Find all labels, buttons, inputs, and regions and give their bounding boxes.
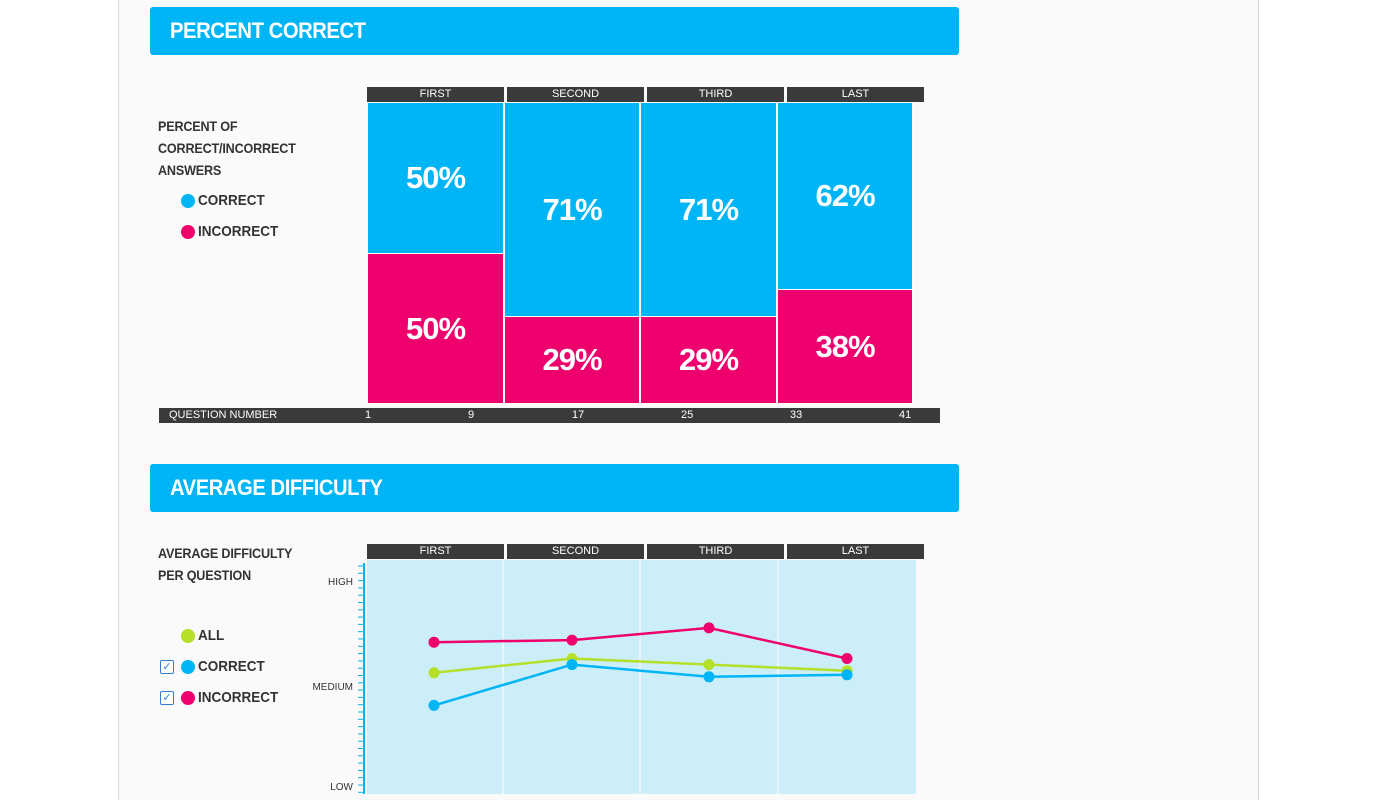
legend-all-label: ALL (198, 627, 225, 644)
quarter-header: SECOND (507, 87, 644, 102)
legend-title-line: ANSWERS (158, 162, 222, 178)
incorrect-bar-segment: 29% (505, 316, 640, 403)
question-tick: 9 (468, 409, 475, 421)
correct-data-point (703, 671, 715, 683)
incorrect-checkbox[interactable]: ✓ (160, 691, 174, 705)
correct-data-point (566, 659, 578, 671)
incorrect-bar-segment: 50% (368, 253, 504, 403)
y-tick-label: MEDIUM (312, 682, 353, 693)
correct-bar-segment: 71% (641, 103, 777, 316)
question-tick: 1 (365, 409, 372, 421)
all-data-point (703, 659, 715, 671)
y-tick-label: HIGH (328, 577, 353, 588)
correct-data-point (428, 699, 440, 711)
correct-checkbox[interactable]: ✓ (160, 660, 174, 674)
question-tick: 33 (790, 409, 803, 421)
incorrect-data-point (428, 636, 440, 648)
all-data-point (428, 667, 440, 679)
quarter-header: SECOND (507, 544, 644, 559)
correct-dot-icon (181, 194, 195, 208)
all-dot-icon (181, 629, 195, 643)
correct-series-line (433, 663, 848, 707)
percent-correct-banner: PERCENT CORRECT (150, 7, 959, 55)
average-difficulty-banner: AVERAGE DIFFICULTY (150, 464, 959, 512)
legend-incorrect-label: INCORRECT (198, 689, 279, 706)
quarter-header: THIRD (647, 87, 784, 102)
y-tick-label: LOW (330, 782, 353, 793)
legend-title-line: PERCENT OF (158, 118, 238, 134)
section-title: PERCENT CORRECT (170, 18, 366, 43)
legend-correct-label: CORRECT (198, 658, 265, 675)
incorrect-series-line (433, 626, 848, 660)
question-tick: 17 (572, 409, 585, 421)
correct-bar-segment: 62% (778, 103, 913, 289)
all-series-line (433, 657, 848, 675)
correct-data-point (841, 669, 853, 681)
legend-correct-label: CORRECT (198, 192, 265, 209)
question-number-bar: QUESTION NUMBER 1 9 17 25 33 41 (159, 408, 940, 423)
correct-dot-icon (181, 660, 195, 674)
question-bar-label: QUESTION NUMBER (169, 409, 278, 421)
incorrect-dot-icon (181, 225, 195, 239)
quarter-header: LAST (787, 87, 924, 102)
question-tick: 41 (899, 409, 912, 421)
question-tick: 25 (681, 409, 694, 421)
quarter-header: FIRST (367, 544, 504, 559)
section-title: AVERAGE DIFFICULTY (170, 475, 383, 500)
legend-title-line: AVERAGE DIFFICULTY (158, 545, 293, 561)
incorrect-bar-segment: 38% (778, 289, 913, 403)
incorrect-data-point (703, 622, 715, 634)
legend-title-line: PER QUESTION (158, 567, 252, 583)
legend-incorrect-label: INCORRECT (198, 223, 279, 240)
incorrect-dot-icon (181, 691, 195, 705)
quarter-header: THIRD (647, 544, 784, 559)
incorrect-bar-segment: 29% (641, 316, 777, 403)
correct-bar-segment: 71% (505, 103, 640, 316)
legend-title-line: CORRECT/INCORRECT (158, 140, 296, 156)
plot-background (367, 560, 916, 794)
correct-bar-segment: 50% (368, 103, 504, 253)
quarter-header: FIRST (367, 87, 504, 102)
incorrect-data-point (841, 653, 853, 664)
incorrect-data-point (566, 634, 578, 646)
quarter-header: LAST (787, 544, 924, 559)
